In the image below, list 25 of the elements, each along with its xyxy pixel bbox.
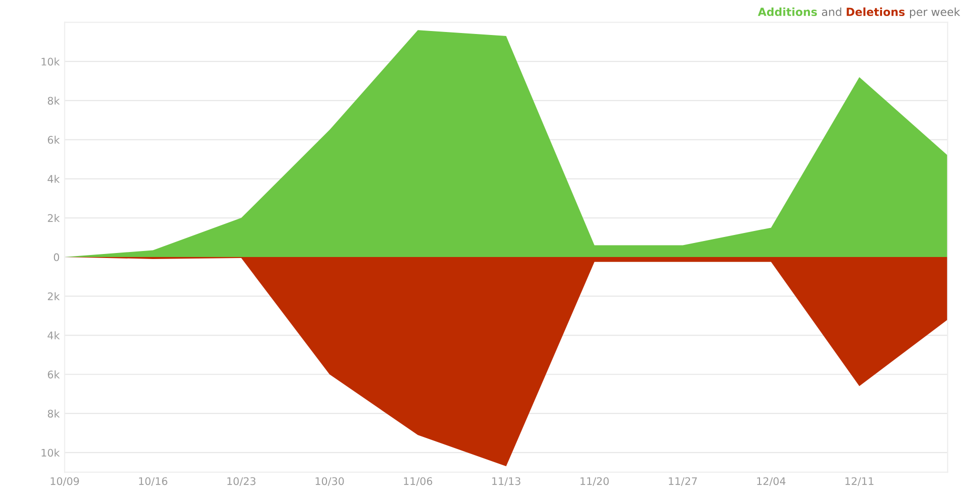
x-tick-label: 12/11 [845,477,874,486]
y-tick-label: 6k [48,136,60,144]
text: Additions [758,7,817,16]
y-tick-label: 0 [54,253,60,262]
text: Deletions [846,7,905,16]
y-tick-label: 10k [42,448,60,457]
text: and [822,7,842,16]
x-tick-label: 11/06 [404,477,432,486]
x-tick-label: 11/20 [580,477,609,486]
y-tick-label: 2k [48,214,60,222]
y-tick-label: 6k [48,370,60,378]
x-tick-label: 12/04 [757,477,786,486]
x-tick-label: 10/23 [227,477,256,486]
x-tick-label: 10/30 [316,477,344,486]
x-tick-label: 11/13 [492,477,520,486]
text: per week [910,7,960,18]
x-tick-label: 11/27 [668,477,697,486]
y-tick-label: 8k [48,410,60,418]
y-tick-label: 10k [42,58,60,66]
x-tick-label: 10/09 [50,477,79,486]
y-tick-label: 4k [48,331,60,340]
x-tick-label: 10/16 [139,477,168,486]
y-tick-label: 2k [48,292,60,300]
y-tick-label: 8k [48,96,60,105]
y-tick-label: 4k [48,174,60,183]
